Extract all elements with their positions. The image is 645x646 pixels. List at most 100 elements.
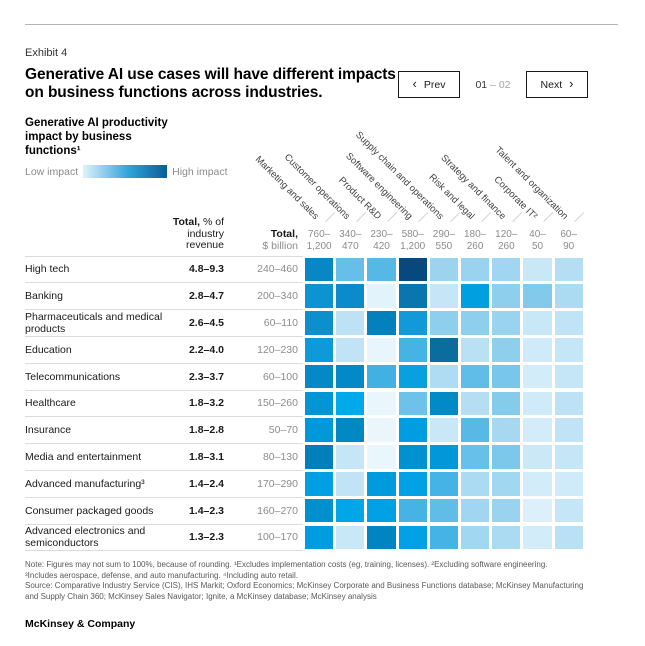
industry-revenue-pct: 1.8–2.8 xyxy=(188,424,224,437)
heatmap-cell xyxy=(305,418,334,442)
column-total-value: 760– 1,200 xyxy=(306,229,332,252)
heatmap-cell xyxy=(492,525,521,550)
heatmap-cell xyxy=(367,498,396,523)
heatmap-cell xyxy=(492,498,521,523)
heatmap-cell xyxy=(461,284,490,308)
heatmap-cell xyxy=(336,472,365,496)
prev-button[interactable]: ‹ Prev xyxy=(398,71,460,98)
heatmap-cell xyxy=(336,525,365,550)
industry-total-bn: 60–110 xyxy=(263,317,298,329)
top-divider xyxy=(25,24,618,25)
heatmap-cell xyxy=(367,338,396,362)
industry-revenue-pct: 1.4–2.3 xyxy=(188,504,224,517)
heatmap-cell xyxy=(429,525,458,550)
heatmap-cell xyxy=(305,472,334,496)
heatmap-cell xyxy=(461,525,490,550)
row-separator xyxy=(25,255,303,257)
heatmap-cell xyxy=(305,257,334,282)
page-current: 01 xyxy=(475,78,488,91)
industry-label: High tech xyxy=(25,263,70,276)
heatmap-cell xyxy=(554,311,583,335)
heatmap-cell xyxy=(492,445,521,469)
heatmap-cell xyxy=(554,284,583,308)
industry-total-bn: 50–70 xyxy=(268,424,298,437)
heatmap-cell xyxy=(398,391,427,416)
column-total-header-bold: Total, xyxy=(270,228,298,240)
heatmap-cell xyxy=(492,391,521,416)
exhibit-label: Exhibit 4 xyxy=(25,47,68,59)
heatmap-cell xyxy=(398,364,427,389)
industry-total-bn: 150–260 xyxy=(257,397,298,410)
heatmap-cell xyxy=(523,364,552,389)
heatmap-cell xyxy=(398,498,427,523)
column-divider-tick xyxy=(356,212,367,222)
industry-label: Advanced manufacturing³ xyxy=(25,477,145,490)
heatmap-cell xyxy=(523,445,552,469)
heatmap-cell xyxy=(523,498,552,523)
heatmap-cell xyxy=(398,257,427,282)
column-divider-tick xyxy=(387,212,398,222)
industry-total-bn: 60–100 xyxy=(262,370,298,383)
pagination: ‹ Prev 01 – 02 Next › xyxy=(398,71,588,98)
next-label: Next xyxy=(540,78,563,91)
heatmap-cell xyxy=(461,498,490,523)
heatmap-cell xyxy=(554,364,583,389)
heatmap-cell xyxy=(492,284,521,308)
heatmap-cell xyxy=(554,418,583,442)
heatmap-cell xyxy=(336,418,365,442)
column-total-header-unit: $ billion xyxy=(262,239,298,252)
industry-label: Healthcare xyxy=(25,397,76,410)
column-divider-tick xyxy=(574,212,585,222)
industry-label: Consumer packaged goods xyxy=(25,504,154,517)
industry-revenue-pct: 1.8–3.2 xyxy=(188,397,224,410)
heatmap-cell xyxy=(336,364,365,389)
heatmap-cell xyxy=(461,338,490,362)
row-separator xyxy=(25,335,303,337)
column-total-value: 40– 50 xyxy=(529,229,546,252)
page-range: 01 – 02 xyxy=(460,79,526,91)
heatmap-cell xyxy=(367,525,396,550)
heatmap-cell xyxy=(336,257,365,282)
heatmap-cell xyxy=(398,418,427,442)
column-divider-tick xyxy=(480,212,491,222)
exhibit-title: Generative AI use cases will have differ… xyxy=(25,66,396,101)
heatmap-cell xyxy=(429,445,458,469)
heatmap-cell xyxy=(429,364,458,389)
column-total-value: 180– 260 xyxy=(463,229,487,252)
heatmap-cell xyxy=(305,364,334,389)
row-separator xyxy=(25,309,303,311)
brand: McKinsey & Company xyxy=(25,618,136,630)
heatmap-cell xyxy=(554,498,583,523)
column-total-value: 60– 90 xyxy=(560,229,578,252)
heatmap-cell xyxy=(367,284,396,308)
row-separator xyxy=(25,443,303,445)
heatmap-cell xyxy=(305,445,334,469)
column-divider-tick xyxy=(512,212,523,222)
heatmap-cell xyxy=(305,525,334,550)
industry-label: Insurance xyxy=(25,424,72,437)
heatmap-cell xyxy=(398,445,427,469)
heatmap-cell xyxy=(429,284,458,308)
row-separator xyxy=(25,496,303,498)
industry-total-bn: 100–170 xyxy=(257,531,298,544)
heatmap-cell xyxy=(523,257,552,282)
legend-high-label: High impact xyxy=(172,165,228,178)
industry-revenue-pct: 1.8–3.1 xyxy=(188,451,224,463)
industry-revenue-pct: 2.2–4.0 xyxy=(188,343,224,356)
industry-label: Telecommunications xyxy=(25,370,121,383)
heatmap-cell xyxy=(429,472,458,496)
heatmap-cell xyxy=(429,418,458,442)
heatmap-cell xyxy=(554,525,583,550)
heatmap-cell xyxy=(305,284,334,308)
heatmap-cell xyxy=(336,391,365,416)
next-button[interactable]: Next › xyxy=(526,71,588,98)
heatmap-cell xyxy=(367,257,396,282)
column-total-value: 120– 260 xyxy=(495,229,518,252)
impact-legend: Low impact High impact xyxy=(25,165,228,178)
heatmap-cell xyxy=(523,418,552,442)
heatmap-cell xyxy=(336,498,365,523)
heatmap-cell xyxy=(461,311,490,335)
chevron-left-icon: ‹ xyxy=(412,76,417,91)
column-divider-tick xyxy=(418,212,429,222)
heatmap-cell xyxy=(461,364,490,389)
